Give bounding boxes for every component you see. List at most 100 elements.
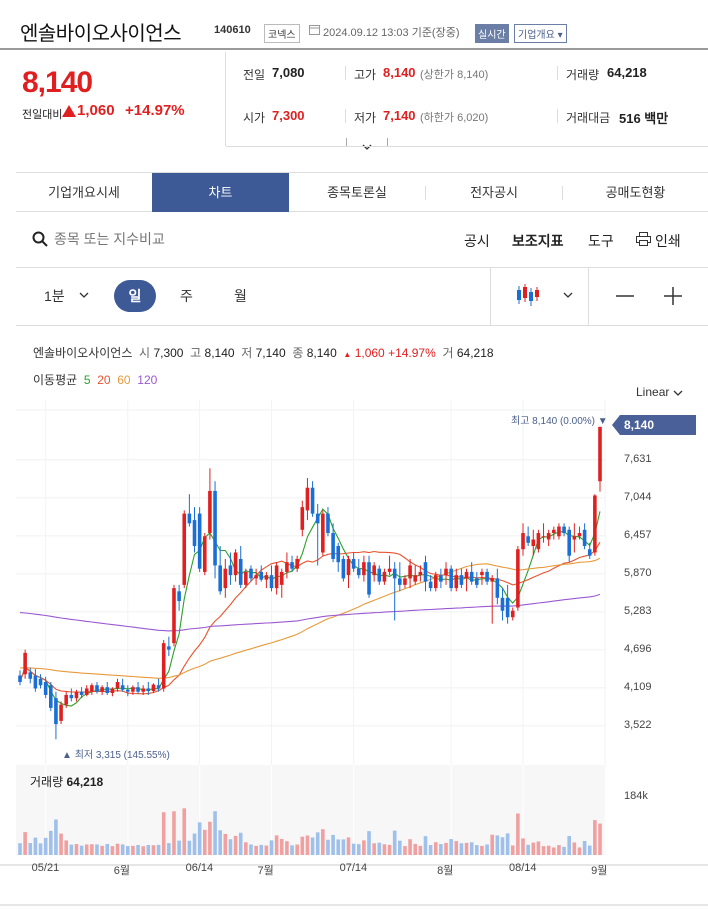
y-tick-label: 4,696 bbox=[624, 642, 652, 655]
ma-120[interactable]: 120 bbox=[137, 373, 158, 387]
period-day-button[interactable]: 일 bbox=[114, 280, 156, 312]
candle bbox=[259, 571, 264, 580]
candle bbox=[131, 687, 135, 692]
minute-select[interactable]: 1분 bbox=[44, 286, 65, 306]
tab-discussion[interactable]: 종목토론실 bbox=[327, 185, 387, 200]
candle bbox=[510, 610, 515, 618]
candle bbox=[459, 575, 464, 585]
summary-change: 1,060 bbox=[354, 346, 385, 360]
tab-chart[interactable]: 차트 bbox=[152, 173, 289, 212]
candle bbox=[423, 562, 428, 582]
volume-bar bbox=[213, 811, 217, 855]
candle bbox=[64, 694, 68, 705]
candle bbox=[351, 558, 356, 569]
period-month-button[interactable]: 월 bbox=[234, 288, 247, 304]
zoom-in-icon[interactable] bbox=[664, 287, 682, 305]
volume-bar bbox=[238, 832, 243, 855]
volume-bar bbox=[572, 842, 577, 855]
price-chart[interactable] bbox=[0, 395, 708, 909]
candle bbox=[249, 568, 253, 579]
volume-bar bbox=[269, 840, 274, 855]
candle bbox=[310, 487, 315, 514]
candle bbox=[377, 568, 382, 582]
volume-bar bbox=[64, 840, 68, 855]
tools-button[interactable]: 도구 bbox=[588, 233, 614, 249]
y-tick-label: 4,109 bbox=[624, 680, 652, 693]
volume-bar bbox=[341, 839, 346, 855]
volume-bar bbox=[233, 835, 238, 855]
chevron-down-icon bbox=[362, 144, 372, 150]
candlestick-type-icon[interactable] bbox=[516, 284, 542, 306]
candle bbox=[69, 694, 74, 699]
volume-bar bbox=[285, 841, 289, 855]
price-box bbox=[0, 52, 226, 146]
candle bbox=[244, 571, 248, 585]
ma-60[interactable]: 60 bbox=[117, 373, 131, 387]
up-triangle-icon bbox=[62, 105, 76, 117]
volume-bar bbox=[136, 845, 140, 855]
y-tick-label: 5,283 bbox=[624, 604, 652, 617]
stock-code: 140610 bbox=[214, 24, 251, 36]
prev-change-label: 전일대비 bbox=[22, 109, 63, 121]
volume-bar bbox=[192, 833, 197, 855]
tab-disclosure[interactable]: 전자공시 bbox=[470, 185, 518, 200]
chevron-down-icon[interactable] bbox=[563, 292, 573, 298]
candle bbox=[418, 571, 423, 576]
y-tick-label: 7,044 bbox=[624, 490, 652, 503]
candle bbox=[115, 682, 120, 689]
volume-bar bbox=[377, 842, 382, 855]
volume-bar bbox=[433, 842, 438, 855]
candle bbox=[279, 571, 284, 585]
company-overview-button[interactable]: 기업개요 ▾ bbox=[514, 24, 567, 43]
volume-bar bbox=[218, 830, 222, 855]
candle bbox=[315, 513, 320, 524]
change-percent: +14.97% bbox=[125, 102, 185, 119]
candle bbox=[403, 578, 407, 585]
candle bbox=[546, 533, 551, 540]
volume-bar bbox=[115, 843, 120, 855]
candle bbox=[552, 529, 556, 534]
volume-bar bbox=[172, 811, 176, 855]
realtime-badge[interactable]: 실시간 bbox=[475, 24, 509, 43]
company-overview-label: 기업개요 bbox=[518, 30, 555, 41]
min-price-text: 최저 3,315 (145.55%) bbox=[74, 750, 170, 761]
disclosure-button[interactable]: 공시 bbox=[464, 233, 490, 249]
volume-bar bbox=[387, 844, 392, 855]
candle bbox=[454, 575, 459, 589]
volume-bar bbox=[84, 844, 89, 855]
candle bbox=[387, 568, 392, 572]
tab-short-selling[interactable]: 공매도현황 bbox=[605, 185, 666, 200]
zoom-out-icon[interactable] bbox=[616, 295, 634, 297]
volume-bar bbox=[305, 835, 310, 855]
volume-bar bbox=[444, 842, 448, 855]
volume-bar bbox=[125, 846, 130, 855]
volume-bar bbox=[510, 845, 515, 855]
chevron-down-icon[interactable] bbox=[79, 292, 89, 298]
volume-bar bbox=[593, 820, 597, 855]
candle bbox=[95, 685, 99, 692]
candle bbox=[464, 571, 469, 579]
ma-5[interactable]: 5 bbox=[83, 373, 91, 387]
candle bbox=[54, 698, 58, 725]
divider bbox=[557, 66, 558, 80]
period-week-button[interactable]: 주 bbox=[180, 288, 193, 304]
search-icon[interactable] bbox=[32, 231, 48, 247]
volume-bar bbox=[495, 835, 500, 855]
tab-overview[interactable]: 기업개요시세 bbox=[48, 185, 120, 200]
print-button[interactable]: 인쇄 bbox=[655, 233, 681, 249]
volume-bar bbox=[469, 842, 474, 855]
scale-select[interactable]: Linear bbox=[636, 385, 683, 399]
candle bbox=[202, 536, 207, 572]
down-triangle-icon: ▼ bbox=[597, 416, 608, 427]
x-tick-label: 8월 bbox=[437, 865, 454, 877]
volume-bar bbox=[346, 837, 351, 855]
indicator-button[interactable]: 보조지표 bbox=[512, 233, 564, 249]
search-input[interactable] bbox=[54, 228, 354, 250]
prev-close-value: 7,080 bbox=[272, 65, 305, 80]
volume-bar bbox=[290, 845, 294, 855]
volume-bar bbox=[505, 833, 510, 855]
ma-20[interactable]: 20 bbox=[97, 373, 111, 387]
volume-bar bbox=[202, 829, 207, 855]
candle bbox=[233, 552, 238, 576]
volume-bar bbox=[480, 845, 484, 855]
